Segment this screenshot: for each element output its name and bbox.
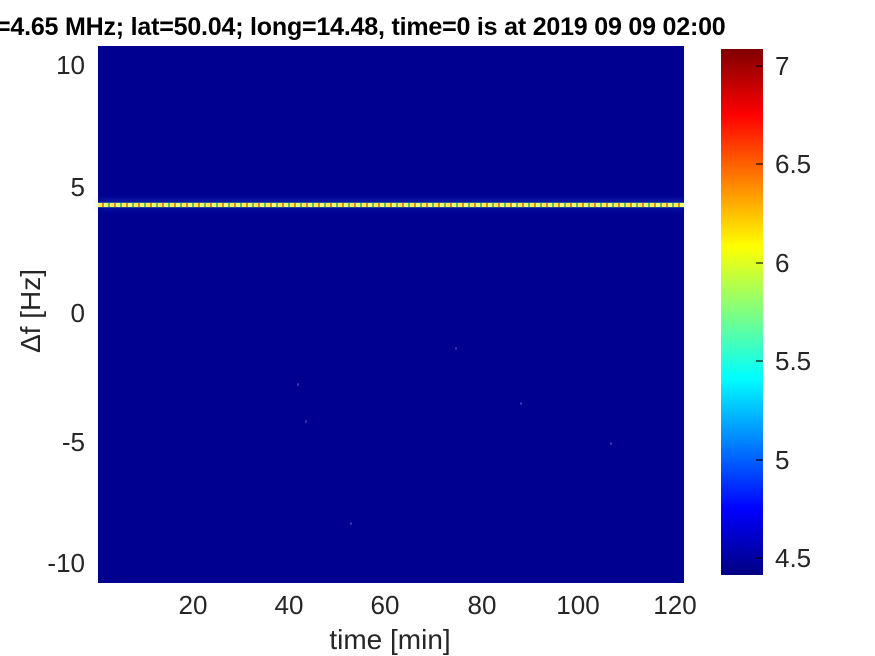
colorbar-tick-label: 6 [775,248,790,278]
x-tick-label: 100 [556,590,600,620]
noise-speck [297,383,299,386]
x-tick-label: 120 [653,590,697,620]
noise-speck [610,442,612,445]
noise-speck [305,420,307,423]
heatmap-plot [98,46,684,583]
x-tick-label: 40 [274,590,304,620]
colorbar-tick-label: 5 [775,445,790,475]
plot-title: =4.65 MHz; lat=50.04; long=14.48, time=0… [0,13,726,41]
colorbar-tick-mark [756,360,763,362]
y-tick-label: -5 [61,427,85,457]
colorbar-tick-label: 5.5 [775,346,812,376]
noise-speck [455,347,457,350]
y-tick-label: 10 [56,50,85,80]
x-tick-label: 80 [467,590,497,620]
x-tick-label: 20 [178,590,208,620]
colorbar-tick-label: 4.5 [775,543,812,573]
noise-speck [350,522,352,525]
noise-speck [520,402,522,405]
colorbar-tick-mark [756,557,763,559]
spectral-line [98,203,684,207]
x-axis-label: time [min] [329,624,451,655]
colorbar-tick-mark [756,459,763,461]
colorbar-tick-mark [756,65,763,67]
colorbar-tick-mark [756,262,763,264]
y-tick-label: -10 [47,548,85,578]
colorbar-tick-label: 7 [775,51,790,81]
x-tick-label: 60 [370,590,400,620]
colorbar [721,49,763,575]
y-axis-label: Δf [Hz] [15,268,46,354]
colorbar-tick-label: 6.5 [775,149,812,179]
y-tick-label: 5 [70,172,85,202]
colorbar-tick-mark [756,163,763,165]
y-tick-label: 0 [70,298,85,328]
